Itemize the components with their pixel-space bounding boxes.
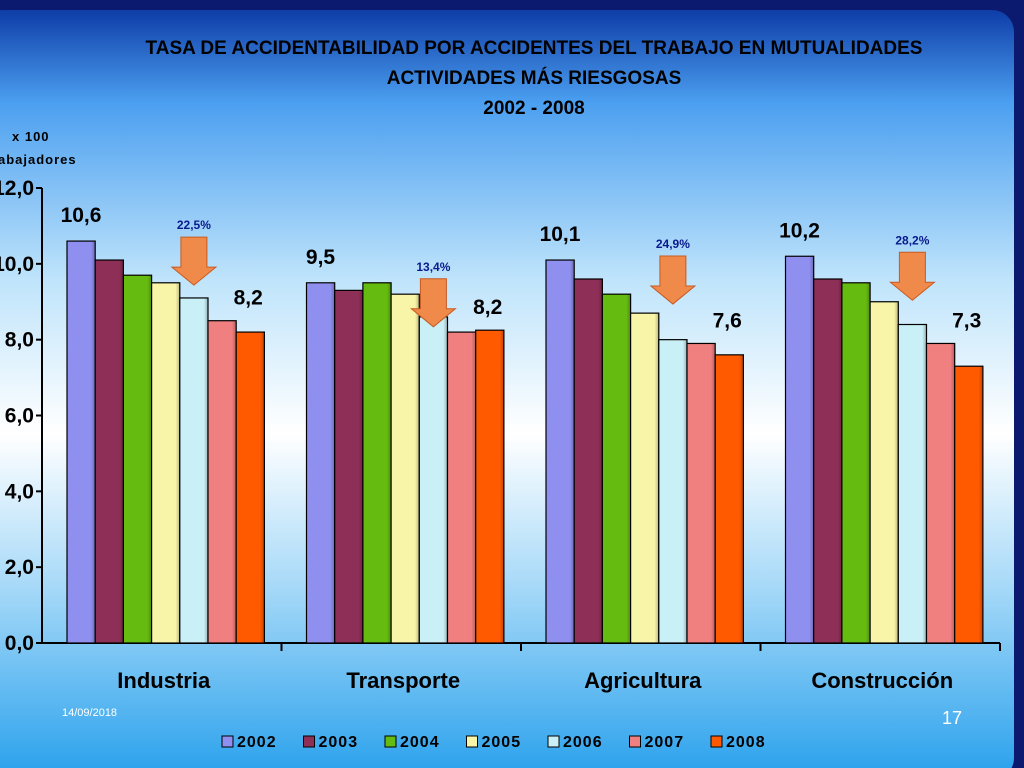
end-value-label: 7,6 (713, 309, 742, 332)
start-value-label: 10,6 (61, 204, 102, 227)
legend-label-2003: 2003 (319, 734, 359, 751)
x-ticks (280, 643, 1001, 651)
y-tick-label: 12,0 (0, 177, 34, 200)
reduction-percent-label: 13,4% (416, 260, 450, 274)
reduction-percent-label: 22,5% (177, 218, 211, 232)
slide-date: 14/09/2018 (62, 707, 117, 719)
bars-group (66, 240, 984, 644)
bar-shade (813, 279, 842, 643)
bar-shade (151, 282, 180, 643)
bar-shade (306, 282, 335, 643)
bar-shade (95, 260, 124, 643)
category-label-agricultura: Agricultura (584, 668, 702, 693)
bar-shade (475, 330, 504, 643)
y-tick-label: 2,0 (5, 556, 34, 579)
y-tick-label: 4,0 (5, 480, 34, 503)
legend-label-2008: 2008 (726, 734, 766, 751)
start-value-label: 10,2 (779, 219, 820, 242)
end-value-label: 8,2 (473, 296, 502, 319)
legend-label-2005: 2005 (482, 734, 522, 751)
bar-shade (362, 282, 392, 643)
bar-shade (658, 339, 687, 643)
bar-shade (926, 343, 955, 643)
chart-period: 2002 - 2008 (483, 98, 584, 119)
y-unit-label-line1: x 100 (12, 129, 50, 144)
bar-shade (179, 297, 208, 643)
legend-swatch-2007 (629, 735, 641, 748)
start-value-label: 9,5 (306, 246, 336, 269)
bar-shade (419, 316, 448, 643)
y-tick-label: 0,0 (5, 632, 34, 655)
data-labels-group: 10,6 8,2 9,5 8,2 10,1 7,6 10,2 7,3 (61, 204, 982, 332)
down-arrow-icon (888, 251, 936, 301)
y-unit-label-line2: abajadores (0, 152, 77, 167)
chart-title: TASA DE ACCIDENTABILIDAD POR ACCIDENTES … (146, 38, 923, 59)
legend-label-2007: 2007 (645, 734, 685, 751)
bar-shade (447, 332, 476, 643)
bar-shade (602, 294, 631, 643)
legend-label-2006: 2006 (563, 734, 603, 751)
start-value-label: 10,1 (540, 223, 581, 246)
reduction-percent-label: 24,9% (656, 237, 690, 251)
bar-shade (208, 320, 237, 643)
legend-swatch-2002 (221, 735, 234, 748)
bar-shade (870, 301, 899, 643)
down-arrow-icon (649, 255, 697, 305)
bar-shade (841, 282, 871, 643)
bar-shade (67, 241, 96, 644)
category-label-construcción: Construcción (811, 668, 953, 693)
legend: 2002 2003 2004 2005 2006 2007 2008 (221, 734, 766, 751)
category-label-industria: Industria (117, 668, 211, 693)
chart-subtitle: ACTIVIDADES MÁS RIESGOSAS (387, 67, 682, 89)
legend-swatch-2006 (547, 735, 560, 748)
reduction-percent-label: 28,2% (895, 233, 929, 247)
legend-swatch-2008 (710, 735, 723, 748)
category-labels-group: Industria Transporte Agricultura Construcci… (117, 668, 953, 693)
bar-shade (785, 256, 814, 643)
arrows-group: 22,5% 13,4% 24,9% 28,2% (170, 218, 936, 328)
bar-shade (687, 343, 716, 643)
y-tick-label: 10,0 (0, 253, 34, 276)
bar-shade (236, 332, 265, 643)
legend-swatch-2003 (303, 735, 315, 748)
legend-label-2004: 2004 (400, 734, 440, 751)
down-arrow-icon (409, 278, 457, 328)
y-tick-label: 8,0 (5, 329, 34, 352)
bar-shade (123, 275, 152, 643)
category-label-transporte: Transporte (346, 668, 460, 693)
end-value-label: 7,3 (952, 309, 981, 332)
end-value-label: 8,2 (234, 287, 263, 310)
slide-page-number: 17 (942, 708, 962, 728)
bar-shade (715, 354, 744, 643)
y-tick-label: 6,0 (5, 405, 34, 428)
down-arrow-icon (170, 236, 218, 286)
legend-label-2002: 2002 (237, 734, 277, 751)
bar-shade (334, 290, 363, 643)
legend-swatch-2004 (384, 735, 397, 748)
bar-shade (954, 366, 983, 643)
bar-shade (630, 313, 659, 643)
legend-swatch-2005 (466, 735, 478, 748)
y-ticks: 0,0 2,0 4,0 6,0 8,0 10,0 12,0 (0, 177, 42, 655)
bar-shade (546, 260, 575, 643)
bar-shade (898, 324, 927, 643)
bar-shade (574, 279, 603, 643)
bar-shade (391, 294, 420, 643)
